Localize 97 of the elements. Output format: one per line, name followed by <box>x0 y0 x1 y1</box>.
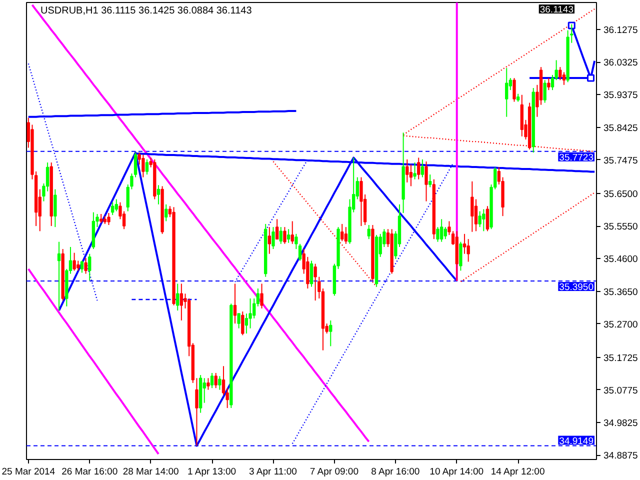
candlestick <box>237 313 240 329</box>
candlestick <box>275 218 279 240</box>
x-tick-label: 1 Apr 13:00 <box>187 466 236 478</box>
y-tick-label: 36.1275 <box>604 24 638 36</box>
candlestick <box>272 226 275 250</box>
y-tick-label: 34.9825 <box>604 418 638 430</box>
candlestick <box>417 157 420 180</box>
candlestick <box>409 164 413 187</box>
x-tick-label: 14 Apr 12:00 <box>490 466 545 478</box>
candlestick <box>420 158 424 178</box>
y-tick-label: 35.1725 <box>604 352 638 364</box>
annotation: 36.1143 <box>540 4 574 16</box>
candlestick <box>562 72 566 86</box>
candlestick <box>294 233 298 250</box>
candlestick <box>279 226 282 244</box>
candlestick <box>164 204 168 222</box>
y-tick-label: 35.8425 <box>604 122 638 134</box>
candlestick <box>470 180 474 232</box>
candlestick <box>107 212 110 226</box>
ref-line-label: 35.7723 <box>559 152 594 164</box>
candlestick <box>268 226 272 254</box>
candlestick <box>241 311 244 336</box>
candlestick <box>482 208 486 232</box>
candlestick <box>367 224 370 240</box>
line-series <box>460 192 596 282</box>
candlestick <box>72 252 76 272</box>
y-tick-label: 35.2700 <box>604 319 638 330</box>
y-tick-label: 35.9375 <box>604 90 638 102</box>
candlestick <box>80 260 84 274</box>
candlestick <box>424 160 428 202</box>
candlestick <box>233 283 237 324</box>
candlestick <box>543 80 546 104</box>
x-tick-label: 25 Mar 2014 <box>2 466 56 478</box>
candlestick <box>310 260 314 288</box>
candlestick <box>436 226 440 242</box>
candlestick <box>462 233 466 254</box>
candlestick <box>428 174 432 188</box>
candlestick <box>156 184 160 205</box>
y-tick-label: 36.0325 <box>604 58 638 69</box>
candlestick <box>57 241 61 311</box>
candlestick <box>218 376 222 390</box>
candlestick <box>440 218 444 242</box>
candlestick <box>466 238 470 262</box>
y-tick-label: 35.0775 <box>604 385 638 396</box>
candlestick <box>180 283 184 321</box>
candlestick <box>206 378 210 390</box>
candlestick <box>558 66 562 81</box>
x-tick-label: 28 Mar 14:00 <box>122 466 179 478</box>
candlestick <box>413 162 416 180</box>
candlestick <box>76 260 80 272</box>
candlestick <box>344 226 348 244</box>
candlestick <box>459 241 462 272</box>
candlestick <box>512 78 516 102</box>
candlestick <box>329 320 332 347</box>
candlestick <box>547 78 550 91</box>
y-tick-label: 34.8875 <box>604 450 638 462</box>
candlestick <box>214 372 218 389</box>
y-tick-label: 35.5550 <box>604 222 638 233</box>
y-tick-label: 35.6500 <box>604 188 638 200</box>
candlestick <box>478 210 482 228</box>
candlestick <box>298 243 302 262</box>
line-series <box>31 4 370 443</box>
candlestick <box>54 188 57 228</box>
x-tick-label: 8 Apr 16:00 <box>371 466 420 478</box>
y-tick-label: 35.4600 <box>604 254 638 266</box>
chart-title: USDRUB,H1 36.1115 36.1425 36.0884 36.1143 <box>40 6 252 16</box>
candlestick <box>474 198 478 232</box>
candlestick <box>360 176 363 227</box>
candlestick <box>244 313 248 334</box>
candlestick <box>88 253 92 282</box>
candlestick <box>114 198 118 212</box>
candlestick <box>84 257 88 274</box>
candlestick <box>340 223 344 242</box>
candlestick <box>444 226 447 240</box>
candlestick <box>210 372 214 389</box>
x-tick-label: 7 Apr 09:00 <box>310 466 359 478</box>
candlestick <box>314 263 317 302</box>
candlestick <box>486 206 490 232</box>
ref-line-label: 35.3950 <box>559 282 594 293</box>
candlestick <box>290 220 294 244</box>
y-tick-label: 35.7475 <box>604 155 638 166</box>
candlestick <box>260 283 264 309</box>
line-series <box>272 160 378 288</box>
candlestick <box>286 228 290 244</box>
candlestick <box>145 158 149 176</box>
candlestick <box>283 226 286 244</box>
candlestick <box>142 154 145 178</box>
ref-line-label: 34.9149 <box>559 436 594 447</box>
candlestick <box>406 158 409 183</box>
candlestick <box>505 68 508 118</box>
x-tick-label: 3 Apr 11:00 <box>249 466 297 478</box>
y-tick-label: 35.3650 <box>604 286 638 298</box>
x-tick-label: 10 Apr 14:00 <box>430 466 484 478</box>
candlestick <box>176 283 180 311</box>
line-series <box>27 268 160 456</box>
candlestick <box>110 202 114 216</box>
x-tick-label: 26 Mar 16:00 <box>62 466 118 478</box>
